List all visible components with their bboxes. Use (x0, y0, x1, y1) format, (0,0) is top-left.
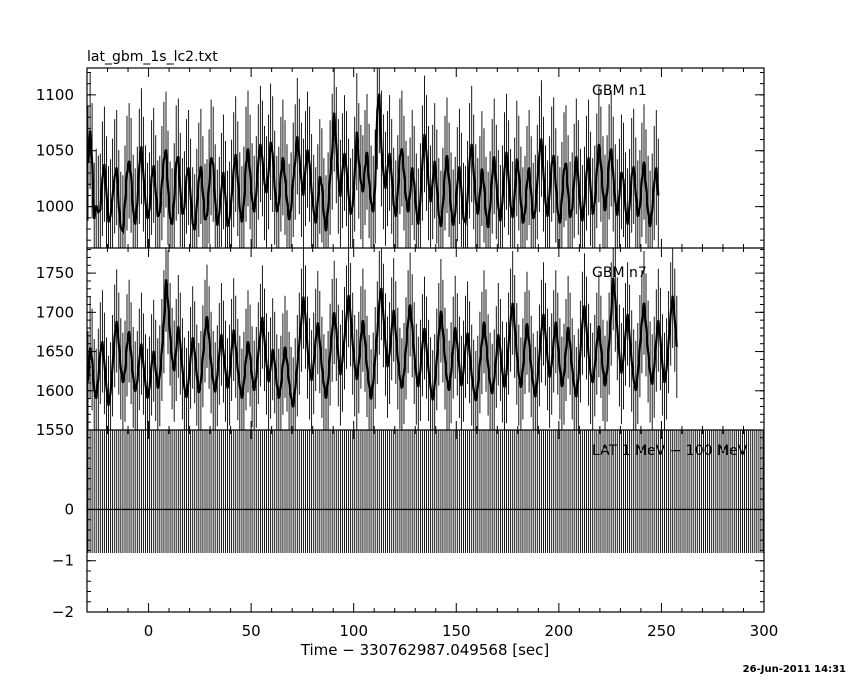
y-tick-label: −2 (52, 603, 74, 621)
y-tick-label: 1000 (36, 198, 74, 216)
gbm-n1-trace (86, 93, 660, 235)
x-tick-label: 0 (144, 622, 154, 640)
y-tick-label: 1650 (36, 343, 74, 361)
x-axis: 0 50 100 150 200 250 300 (107, 68, 779, 640)
panel-label-lat: LAT 1 MeV − 100 MeV (592, 443, 748, 459)
y-tick-label: 1750 (36, 264, 74, 282)
lat-y-axis: −2 −1 0 (52, 437, 764, 621)
trace-line (86, 277, 678, 408)
frame-border (86, 67, 765, 613)
footer-date: 26-Jun-2011 14:31 (743, 664, 846, 675)
y-tick-label: 0 (64, 500, 74, 518)
x-tick-label: 100 (339, 622, 368, 640)
chart-title: lat_gbm_1s_lc2.txt (87, 49, 218, 65)
gbm-n7-trace (86, 277, 678, 408)
x-axis-label: Time − 330762987.049568 [sec] (300, 641, 550, 659)
y-tick-label: 1050 (36, 142, 74, 160)
y-tick-label: 1100 (36, 86, 74, 104)
y-tick-label: −1 (52, 552, 74, 570)
x-tick-label: 300 (750, 622, 779, 640)
x-tick-label: 250 (647, 622, 676, 640)
panel-gbm-n1: 1000 1050 1100 GBM n1 (36, 68, 764, 248)
trace-line (86, 93, 660, 235)
gbm-n7-y-axis: 1550 1600 1650 1700 1750 (36, 249, 764, 439)
error-bar (87, 430, 764, 553)
x-tick-label: 50 (242, 622, 261, 640)
gbm-n1-y-axis: 1000 1050 1100 (36, 71, 764, 241)
lat-error-bars (87, 430, 764, 553)
plot-frame (86, 67, 765, 613)
y-tick-label: 1600 (36, 382, 74, 400)
panel-label-gbm-n1: GBM n1 (592, 83, 647, 99)
x-tick-label: 150 (442, 622, 471, 640)
panel-label-gbm-n7: GBM n7 (592, 265, 647, 281)
y-tick-label: 1700 (36, 303, 74, 321)
y-tick-label: 1550 (36, 421, 74, 439)
panel-gbm-n7: 1550 1600 1650 1700 1750 GBM n7 (36, 248, 764, 439)
x-tick-label: 200 (545, 622, 574, 640)
panel-lat: −2 −1 0 LAT 1 MeV − 100 MeV (52, 430, 764, 621)
